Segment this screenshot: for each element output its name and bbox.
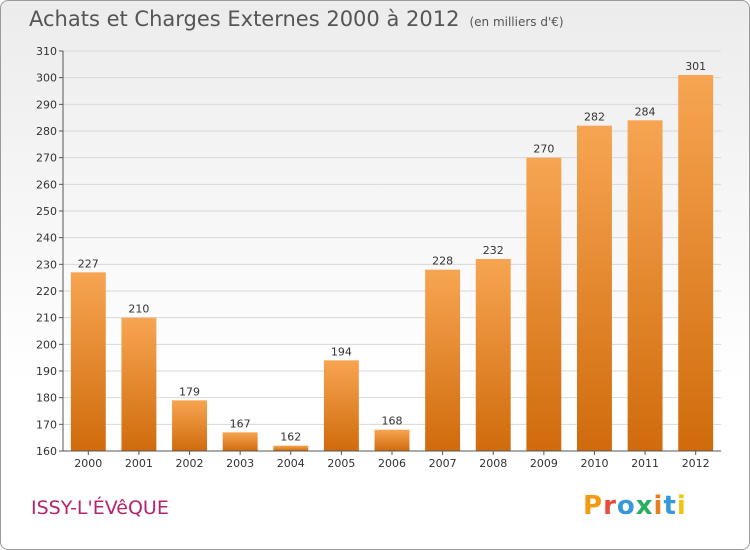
data-label-2005: 194 <box>331 345 352 358</box>
logo-letter: P <box>583 491 604 521</box>
y-tick-label: 260 <box>36 178 57 191</box>
y-tick-label: 300 <box>36 72 57 85</box>
data-label-2001: 210 <box>128 303 149 316</box>
bar-2012 <box>678 75 714 451</box>
title-text: Achats et Charges Externes 2000 à 2012 <box>29 7 460 31</box>
x-tick-label: 2004 <box>277 457 305 470</box>
bar-2006 <box>374 429 410 451</box>
data-label-2009: 270 <box>533 143 554 156</box>
logo-letter: r <box>603 491 617 521</box>
logo-letter: x <box>635 491 654 521</box>
logo-letter: i <box>676 491 687 521</box>
data-label-2012: 301 <box>685 60 706 73</box>
x-tick-label: 2002 <box>176 457 204 470</box>
x-tick-label: 2007 <box>429 457 457 470</box>
logo-letter: o <box>616 491 636 521</box>
bar-2001 <box>121 317 157 451</box>
y-tick-label: 200 <box>36 338 57 351</box>
x-tick-label: 2012 <box>682 457 710 470</box>
bar-2005 <box>323 360 359 451</box>
y-tick-label: 290 <box>36 98 57 111</box>
y-tick-label: 160 <box>36 445 57 458</box>
x-tick-label: 2006 <box>378 457 406 470</box>
y-tick-label: 270 <box>36 152 57 165</box>
y-tick-label: 280 <box>36 125 57 138</box>
x-tick-label: 2011 <box>631 457 659 470</box>
data-label-2002: 179 <box>179 385 200 398</box>
proxiti-logo: Proxiti <box>583 491 687 521</box>
x-tick-label: 2008 <box>479 457 507 470</box>
chart-subtitle: (en milliers d'€) <box>469 15 564 29</box>
y-tick-label: 180 <box>36 392 57 405</box>
y-tick-label: 240 <box>36 232 57 245</box>
bar-2011 <box>627 120 663 451</box>
bar-2007 <box>425 269 461 451</box>
y-tick-label: 190 <box>36 365 57 378</box>
logo-letter: t <box>663 491 677 521</box>
data-label-2007: 228 <box>432 255 453 268</box>
x-tick-label: 2000 <box>74 457 102 470</box>
x-tick-label: 2003 <box>226 457 254 470</box>
data-label-2006: 168 <box>382 415 403 428</box>
bar-2009 <box>526 157 562 451</box>
y-tick-label: 210 <box>36 312 57 325</box>
bar-2000 <box>70 272 106 451</box>
commune-name: ISSY-L'ÉVêQUE <box>31 497 169 519</box>
data-label-2008: 232 <box>483 244 504 257</box>
bar-2002 <box>172 400 208 451</box>
bar-2008 <box>475 259 511 451</box>
y-tick-label: 220 <box>36 285 57 298</box>
data-label-2010: 282 <box>584 111 605 124</box>
bar-2010 <box>576 125 612 452</box>
bar-2003 <box>222 432 258 451</box>
x-tick-label: 2001 <box>125 457 153 470</box>
x-tick-label: 2009 <box>530 457 558 470</box>
data-label-2011: 284 <box>635 105 656 118</box>
y-tick-label: 230 <box>36 258 57 271</box>
y-tick-label: 170 <box>36 418 57 431</box>
logo-letter: i <box>653 491 664 521</box>
y-tick-label: 250 <box>36 205 57 218</box>
data-label-2000: 227 <box>78 257 99 270</box>
data-label-2003: 167 <box>230 417 251 430</box>
bar-2004 <box>273 445 309 451</box>
y-tick-label: 310 <box>36 45 57 58</box>
chart-title: Achats et Charges Externes 2000 à 2012 (e… <box>29 7 564 31</box>
x-tick-label: 2010 <box>580 457 608 470</box>
data-label-2004: 162 <box>280 431 301 444</box>
x-tick-label: 2005 <box>327 457 355 470</box>
